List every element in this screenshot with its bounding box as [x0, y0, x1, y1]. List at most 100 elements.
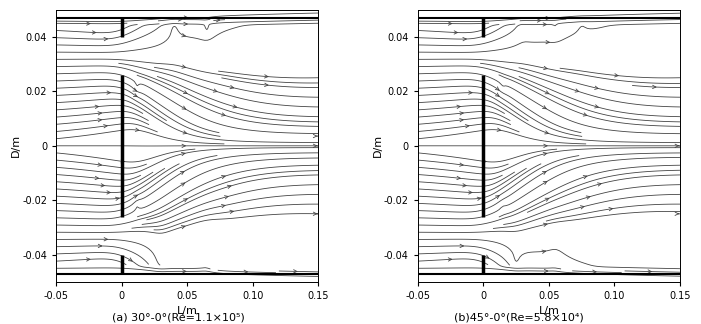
FancyArrowPatch shape — [222, 204, 225, 208]
FancyArrowPatch shape — [457, 176, 461, 179]
FancyArrowPatch shape — [104, 237, 107, 241]
FancyArrowPatch shape — [463, 38, 466, 41]
FancyArrowPatch shape — [460, 119, 463, 122]
FancyArrowPatch shape — [182, 270, 186, 273]
FancyArrowPatch shape — [594, 86, 598, 89]
FancyArrowPatch shape — [98, 112, 102, 115]
FancyArrowPatch shape — [543, 66, 547, 70]
FancyArrowPatch shape — [543, 106, 546, 109]
FancyArrowPatch shape — [448, 258, 451, 261]
X-axis label: L/m: L/m — [538, 307, 559, 317]
FancyArrowPatch shape — [104, 38, 107, 41]
FancyArrowPatch shape — [580, 206, 584, 209]
FancyArrowPatch shape — [216, 18, 219, 22]
Text: (b)45°-0°(Re=5.8×10⁴): (b)45°-0°(Re=5.8×10⁴) — [454, 313, 584, 323]
FancyArrowPatch shape — [230, 86, 233, 89]
FancyArrowPatch shape — [224, 196, 228, 199]
FancyArrowPatch shape — [597, 183, 601, 186]
FancyArrowPatch shape — [586, 196, 590, 199]
FancyArrowPatch shape — [233, 105, 237, 108]
FancyArrowPatch shape — [294, 270, 297, 273]
FancyArrowPatch shape — [222, 113, 225, 116]
FancyArrowPatch shape — [133, 94, 137, 97]
FancyArrowPatch shape — [135, 128, 139, 131]
FancyArrowPatch shape — [184, 199, 187, 202]
FancyArrowPatch shape — [594, 105, 599, 108]
FancyArrowPatch shape — [179, 18, 182, 21]
FancyArrowPatch shape — [546, 17, 550, 20]
FancyArrowPatch shape — [675, 212, 679, 215]
FancyArrowPatch shape — [95, 105, 99, 109]
FancyArrowPatch shape — [183, 131, 186, 134]
FancyArrowPatch shape — [449, 22, 451, 25]
FancyArrowPatch shape — [469, 191, 472, 194]
FancyArrowPatch shape — [543, 223, 547, 226]
FancyArrowPatch shape — [182, 65, 186, 68]
FancyArrowPatch shape — [182, 34, 185, 37]
FancyArrowPatch shape — [465, 124, 469, 128]
FancyArrowPatch shape — [180, 171, 184, 175]
FancyArrowPatch shape — [184, 22, 187, 26]
FancyArrowPatch shape — [609, 207, 613, 211]
FancyArrowPatch shape — [454, 31, 458, 34]
FancyArrowPatch shape — [93, 31, 96, 34]
FancyArrowPatch shape — [184, 16, 188, 19]
FancyArrowPatch shape — [101, 184, 104, 187]
FancyArrowPatch shape — [107, 191, 110, 194]
FancyArrowPatch shape — [496, 87, 499, 90]
FancyArrowPatch shape — [477, 197, 481, 201]
FancyArrowPatch shape — [543, 152, 547, 156]
FancyArrowPatch shape — [463, 184, 466, 187]
FancyArrowPatch shape — [483, 160, 486, 163]
FancyArrowPatch shape — [545, 131, 548, 134]
FancyArrowPatch shape — [543, 181, 547, 185]
FancyArrowPatch shape — [615, 74, 618, 77]
FancyArrowPatch shape — [182, 106, 186, 109]
FancyArrowPatch shape — [543, 23, 547, 26]
FancyArrowPatch shape — [575, 89, 579, 92]
FancyArrowPatch shape — [545, 269, 547, 273]
FancyArrowPatch shape — [460, 112, 463, 115]
FancyArrowPatch shape — [545, 198, 549, 201]
FancyArrowPatch shape — [182, 226, 185, 229]
FancyArrowPatch shape — [544, 144, 547, 147]
FancyArrowPatch shape — [469, 91, 472, 94]
FancyArrowPatch shape — [538, 19, 540, 22]
FancyArrowPatch shape — [497, 128, 501, 131]
FancyArrowPatch shape — [104, 124, 107, 128]
FancyArrowPatch shape — [543, 171, 546, 175]
FancyArrowPatch shape — [98, 244, 102, 248]
FancyArrowPatch shape — [675, 144, 679, 147]
FancyArrowPatch shape — [583, 113, 587, 116]
FancyArrowPatch shape — [583, 176, 587, 179]
FancyArrowPatch shape — [133, 195, 137, 198]
FancyArrowPatch shape — [496, 196, 499, 199]
FancyArrowPatch shape — [128, 258, 132, 261]
FancyArrowPatch shape — [546, 40, 550, 44]
FancyArrowPatch shape — [592, 270, 596, 273]
FancyArrowPatch shape — [98, 163, 102, 166]
FancyArrowPatch shape — [313, 134, 317, 138]
FancyArrowPatch shape — [181, 183, 184, 186]
FancyArrowPatch shape — [87, 22, 90, 25]
FancyArrowPatch shape — [86, 258, 90, 261]
FancyArrowPatch shape — [227, 185, 231, 189]
Text: (a) 30°-0°(Re=1.1×10⁵): (a) 30°-0°(Re=1.1×10⁵) — [112, 313, 245, 323]
FancyArrowPatch shape — [457, 105, 461, 109]
FancyArrowPatch shape — [460, 163, 463, 166]
FancyArrowPatch shape — [116, 197, 119, 201]
Y-axis label: D/m: D/m — [11, 134, 20, 157]
FancyArrowPatch shape — [95, 176, 99, 179]
FancyArrowPatch shape — [230, 210, 233, 214]
FancyArrowPatch shape — [98, 119, 102, 122]
Y-axis label: D/m: D/m — [372, 134, 383, 157]
FancyArrowPatch shape — [133, 88, 137, 91]
FancyArrowPatch shape — [653, 85, 656, 88]
FancyArrowPatch shape — [313, 212, 317, 215]
FancyArrowPatch shape — [184, 91, 187, 94]
FancyArrowPatch shape — [222, 175, 225, 179]
FancyArrowPatch shape — [545, 91, 549, 94]
FancyArrowPatch shape — [542, 250, 545, 253]
FancyArrowPatch shape — [313, 144, 317, 147]
FancyArrowPatch shape — [460, 244, 463, 248]
